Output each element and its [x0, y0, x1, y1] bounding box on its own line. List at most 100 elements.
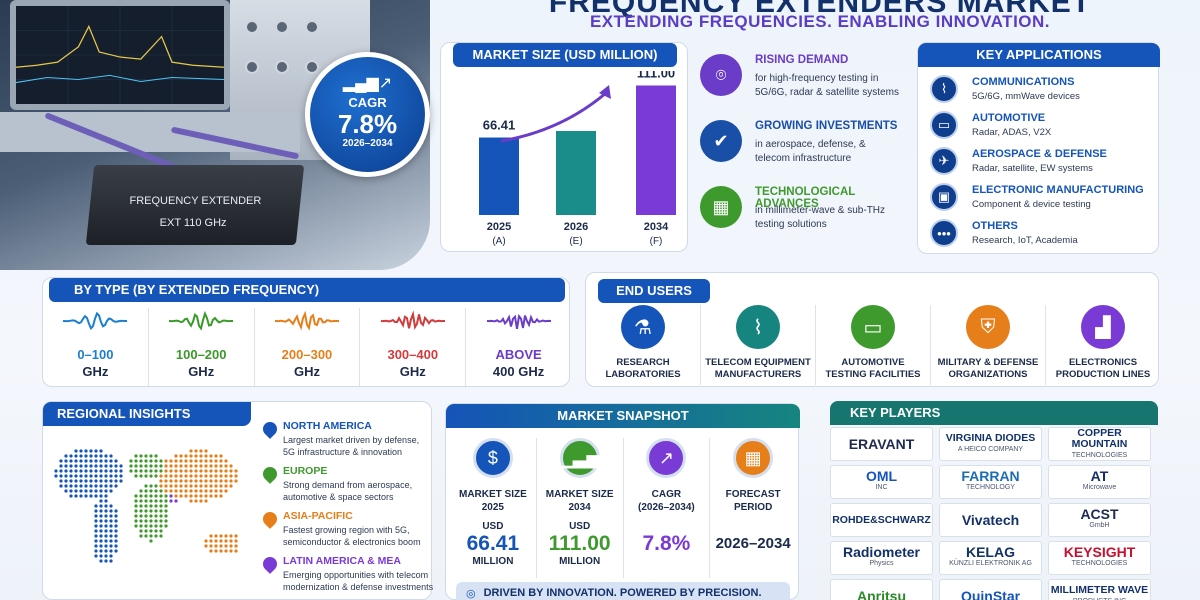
end-user-line2: ORGANIZATIONS: [948, 369, 1028, 380]
map-dot: [204, 469, 208, 473]
key-player-name: COPPER MOUNTAIN: [1071, 426, 1128, 450]
map-dot: [154, 454, 158, 458]
map-dot: [89, 479, 93, 483]
divider: [359, 308, 361, 386]
map-dot: [199, 464, 203, 468]
snapshot-unit-suffix: MILLION: [559, 556, 601, 567]
knob: [275, 20, 289, 34]
map-dot: [134, 499, 138, 503]
map-dot: [64, 474, 68, 478]
map-dot: [174, 454, 178, 458]
map-dot: [159, 464, 163, 468]
snapshot-sublabel: (2026–2034): [638, 502, 695, 513]
type-item: 100–200 GHz: [149, 308, 254, 386]
map-dot: [169, 499, 173, 503]
map-dot: [139, 489, 143, 493]
type-item: 0–100 GHz: [43, 308, 148, 386]
application-item: ✈ AEROSPACE & DEFENSE Radar, satellite, EW…: [928, 145, 1156, 179]
map-dot: [154, 484, 158, 488]
region-desc: Strong demand from aerospace,: [283, 480, 413, 490]
map-dot: [109, 539, 113, 543]
car-icon: ▭: [851, 305, 895, 349]
snapshot-footer: ◎ DRIVEN BY INNOVATION. POWERED BY PRECI…: [456, 582, 790, 600]
map-dot: [69, 494, 73, 498]
map-dot: [194, 459, 198, 463]
map-dot: [74, 489, 78, 493]
map-dot: [94, 504, 98, 508]
map-dot: [194, 499, 198, 503]
map-dot: [159, 509, 163, 513]
key-player-tagline: TECHNOLOGY: [965, 484, 1015, 491]
map-dot: [144, 464, 148, 468]
map-dot: [114, 549, 118, 553]
flask-icon: ⚗: [621, 305, 665, 349]
map-dot: [159, 499, 163, 503]
map-dot: [179, 479, 183, 483]
map-dot: [64, 479, 68, 483]
map-dot: [224, 549, 228, 553]
map-dot: [224, 534, 228, 538]
map-dot: [149, 459, 153, 463]
calendar-icon: ▦: [733, 438, 774, 478]
map-dot: [144, 489, 148, 493]
map-dot: [114, 474, 118, 478]
map-dot: [104, 549, 108, 553]
map-dot: [114, 529, 118, 533]
map-dot: [134, 474, 138, 478]
map-dot: [159, 534, 163, 538]
map-dot: [59, 469, 63, 473]
map-dot: [99, 499, 103, 503]
application-title: ELECTRONIC MANUFACTURING: [972, 184, 1144, 196]
map-dot: [224, 539, 228, 543]
map-dot: [59, 464, 63, 468]
map-dot: [179, 484, 183, 488]
map-dot: [204, 474, 208, 478]
key-player-name: OML: [865, 468, 898, 484]
map-dot: [74, 484, 78, 488]
map-dot: [204, 494, 208, 498]
map-dot: [149, 464, 153, 468]
map-dot: [109, 549, 113, 553]
type-item: 300–400 GHz: [360, 308, 465, 386]
snapshot-label: CAGR: [651, 489, 682, 500]
map-dot: [94, 484, 98, 488]
map-dot: [179, 494, 183, 498]
map-dot: [94, 474, 98, 478]
map-dot: [144, 514, 148, 518]
map-dot: [104, 459, 108, 463]
snapshot-item: $ MARKET SIZE 2025 USD 66.41 MILLION: [450, 438, 536, 578]
snapshot-sublabel: 2034: [568, 502, 591, 513]
factory-icon: ▟: [1081, 305, 1125, 349]
map-dot: [194, 489, 198, 493]
plane-icon: ✈: [930, 147, 958, 175]
map-dot: [114, 464, 118, 468]
map-dot: [224, 474, 228, 478]
map-dot: [154, 519, 158, 523]
map-dot: [104, 514, 108, 518]
map-dot: [229, 479, 233, 483]
map-dot: [79, 454, 83, 458]
map-dot: [204, 459, 208, 463]
map-dot: [219, 484, 223, 488]
map-dot: [189, 484, 193, 488]
map-dot: [99, 524, 103, 528]
map-dot: [214, 549, 218, 553]
cagr-value: 7.8%: [337, 109, 398, 139]
bar-value-label: 66.41: [483, 118, 516, 133]
key-player-name: KEYSIGHT: [1063, 544, 1136, 560]
map-dot: [234, 534, 238, 538]
map-dot: [164, 464, 168, 468]
map-dot: [219, 549, 223, 553]
key-player-name: Radiometer: [842, 544, 921, 560]
region-item: NORTH AMERICA Largest market driven by de…: [259, 418, 431, 462]
map-dot: [149, 509, 153, 513]
map-dot: [109, 534, 113, 538]
end-user-line1: AUTOMOTIVE: [841, 357, 905, 368]
key-player-name: MILLIMETER WAVE: [1050, 584, 1149, 596]
map-dot: [219, 469, 223, 473]
end-users-heading: END USERS: [598, 279, 710, 303]
map-dot: [119, 474, 123, 478]
region-desc: Largest market driven by defense,: [283, 435, 420, 445]
type-unit: GHz: [399, 364, 426, 379]
map-dot: [174, 489, 178, 493]
